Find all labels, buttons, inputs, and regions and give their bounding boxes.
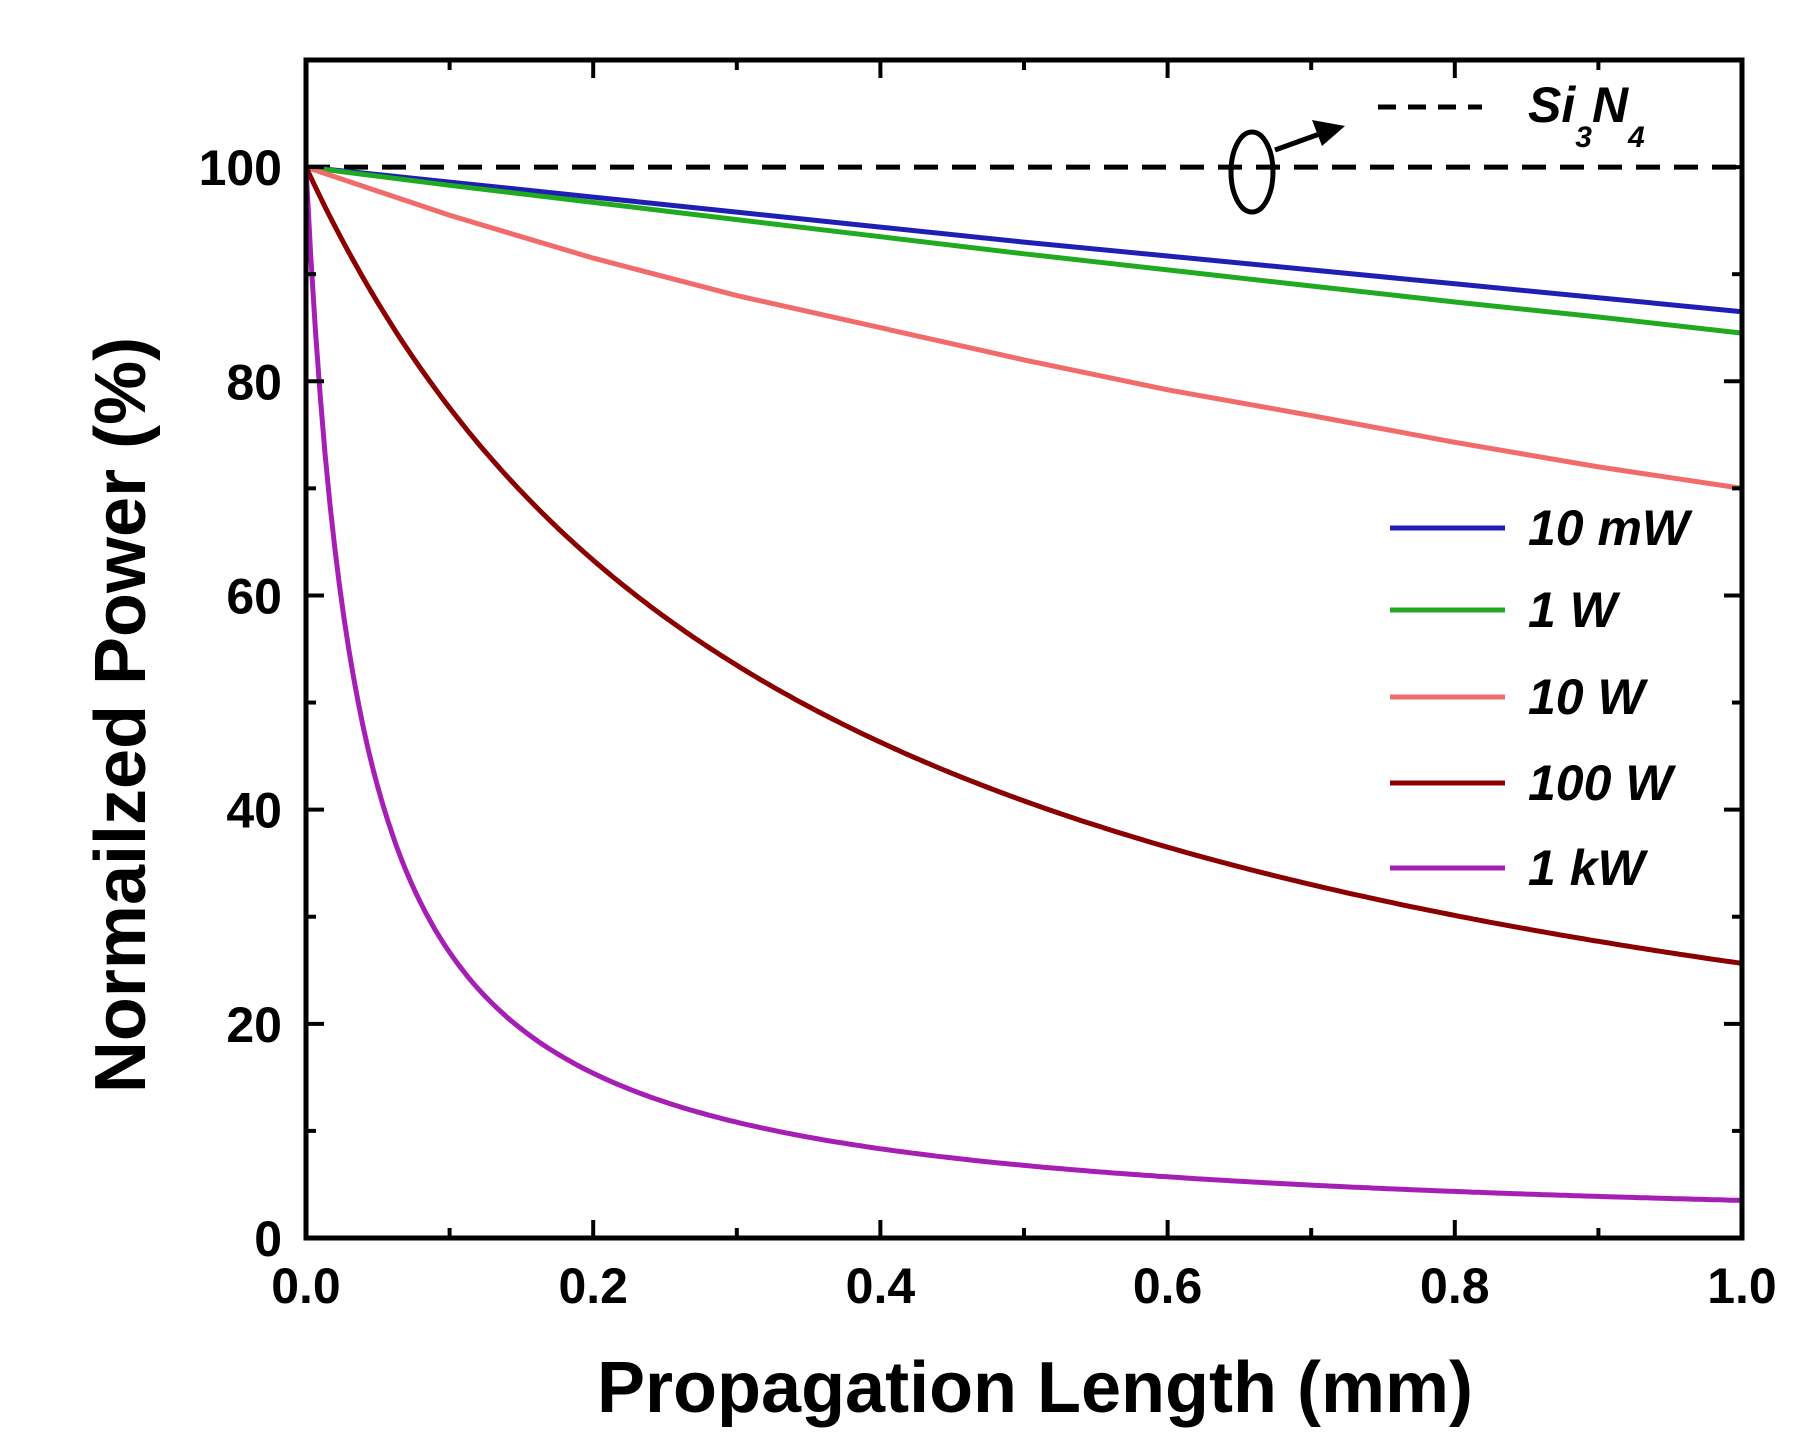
x-tick-label: 0.0: [271, 1258, 341, 1314]
series-line-10w: [305, 164, 1743, 491]
legend-label-1kw: 1 kW: [1528, 840, 1649, 896]
series-layer: [303, 164, 1743, 1203]
series-line-10mw: [305, 164, 1743, 315]
x-tick-label: 0.4: [846, 1258, 916, 1314]
legend: 10 mW 1 W 10 W 100 W 1 kW: [1390, 500, 1693, 896]
y-tick-label: 0: [254, 1211, 282, 1267]
annotation-ellipse: [1228, 129, 1276, 215]
y-tick-label: 40: [226, 783, 282, 839]
legend-label-100w: 100 W: [1528, 755, 1676, 811]
annotation-label-sub4: 4: [1627, 121, 1645, 154]
legend-label-1w: 1 W: [1528, 582, 1621, 638]
annotation-label-n: N: [1592, 77, 1629, 133]
y-axis-title: Normailzed Power (%): [81, 337, 161, 1093]
y-tick-label: 60: [226, 568, 282, 624]
annotation-label-sub3: 3: [1575, 121, 1592, 154]
x-tick-label: 0.2: [558, 1258, 628, 1314]
annotation-label: Si3N4: [1528, 77, 1645, 154]
annotation-label-si: Si: [1528, 77, 1576, 133]
annotation-arrow-head: [1312, 120, 1345, 146]
x-axis-title: Propagation Length (mm): [597, 1348, 1473, 1428]
x-tick-label: 1.0: [1707, 1258, 1777, 1314]
x-tick-label: 0.6: [1133, 1258, 1203, 1314]
y-tick-label: 80: [226, 354, 282, 410]
series-line-1w: [305, 164, 1743, 336]
annotation-arrow-line: [1274, 129, 1326, 153]
x-tick-label: 0.8: [1420, 1258, 1490, 1314]
legend-label-10w: 10 W: [1528, 669, 1649, 725]
y-tick-label: 20: [226, 997, 282, 1053]
series-line-100w: [303, 166, 1743, 966]
tick-label-layer: 0.0 0.2 0.4 0.6 0.8 1.0 0 20 40 60 80 100: [199, 140, 1777, 1314]
tick-layer: [304, 58, 1744, 1240]
y-tick-label: 100: [199, 140, 282, 196]
si3n4-annotation: Si3N4: [1228, 77, 1645, 215]
series-line-1kw: [303, 166, 1743, 1203]
legend-label-10mw: 10 mW: [1528, 500, 1693, 556]
